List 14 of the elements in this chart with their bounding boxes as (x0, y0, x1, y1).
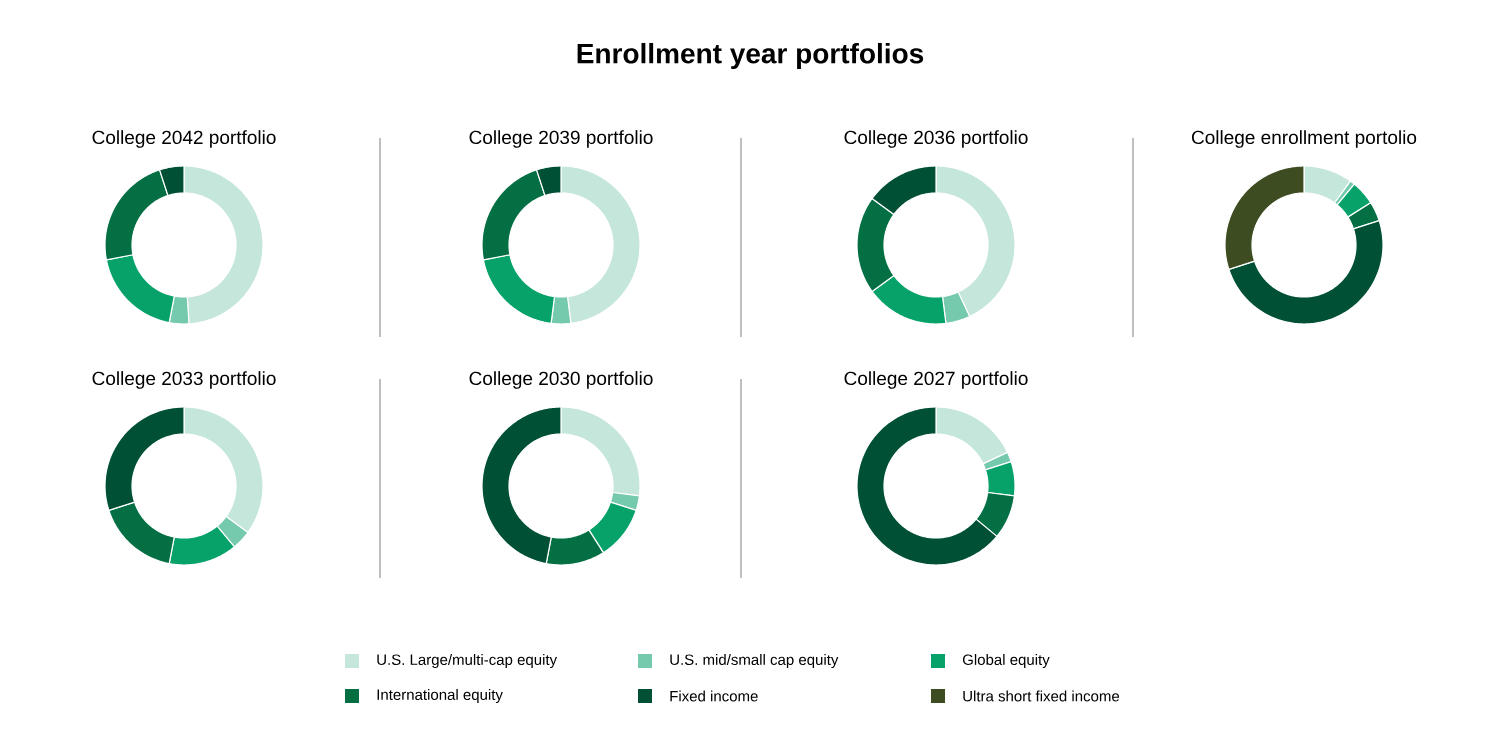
text: Enrollment year portfolios (577, 42, 924, 70)
chart-title: College 2039 portfolio (469, 130, 653, 148)
chart-title: College 2027 portfolio (844, 371, 1028, 389)
chart-title: College 2033 portfolio (92, 371, 276, 389)
chart-title: College 2042 portfolio (92, 130, 276, 148)
legend-label: Fixed income (670, 690, 758, 702)
legend-label: International equity (377, 688, 503, 703)
chart-title: College enrollment portolio (1191, 130, 1417, 148)
legend-label: Global equity (962, 653, 1050, 668)
legend-label: U.S. mid/small cap equity (670, 653, 839, 668)
legend-label: U.S. Large/multi-cap equity (377, 653, 558, 668)
legend-label: Ultra short fixed income (963, 690, 1120, 702)
chart-title: College 2036 portfolio (844, 130, 1028, 148)
chart-title: College 2030 portfolio (469, 371, 653, 389)
